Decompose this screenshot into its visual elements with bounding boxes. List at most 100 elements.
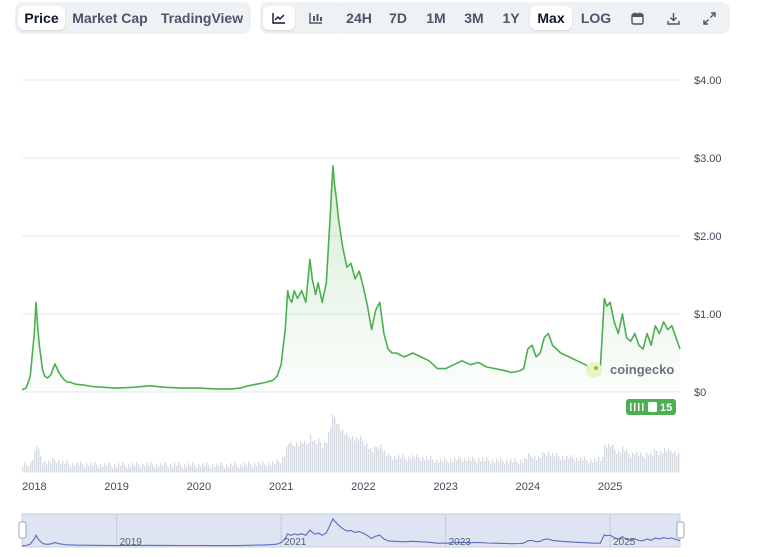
volume-bar [534, 455, 536, 472]
volume-bar [78, 465, 80, 472]
volume-bar [128, 463, 130, 472]
navigator-left-handle[interactable] [18, 521, 27, 539]
volume-bar [306, 444, 308, 472]
volume-bar [434, 462, 436, 472]
volume-bar [428, 459, 430, 472]
volume-bar [296, 442, 298, 472]
volume-bar [168, 467, 170, 472]
volume-bar [166, 464, 168, 472]
volume-bar [596, 461, 598, 472]
y-tick-label: $2.00 [694, 231, 722, 243]
volume-bar [430, 455, 432, 472]
volume-bar [518, 464, 520, 472]
volume-bar [300, 441, 302, 472]
volume-bar [142, 463, 144, 472]
volume-bar [398, 455, 400, 472]
volume-bar [602, 456, 604, 472]
line-chart-button[interactable] [263, 6, 295, 30]
volume-bar [318, 437, 320, 472]
volume-bar [208, 465, 210, 472]
volume-bar [496, 458, 498, 472]
volume-bar [388, 453, 390, 472]
download-button[interactable] [657, 6, 689, 30]
volume-bar [402, 454, 404, 472]
volume-bar [564, 459, 566, 472]
volume-bar [340, 430, 342, 472]
volume-bar [656, 450, 658, 472]
volume-bar [536, 459, 538, 472]
fullscreen-button[interactable] [693, 6, 725, 30]
x-tick-label: 2020 [187, 481, 211, 493]
chart-type-toggle [260, 2, 344, 34]
volume-bar [238, 468, 240, 472]
volume-bar [328, 432, 330, 472]
volume-bar [374, 445, 376, 472]
volume-bar [410, 459, 412, 472]
calendar-button[interactable] [621, 6, 653, 30]
volume-bar [138, 464, 140, 472]
volume-bar [110, 465, 112, 472]
volume-bar [512, 462, 514, 472]
x-tick-label: 2024 [516, 481, 540, 493]
volume-bar [36, 446, 38, 472]
volume-bar [528, 453, 530, 472]
volume-bar [480, 461, 482, 472]
volume-bar [442, 461, 444, 472]
volume-bar [234, 462, 236, 472]
volume-bar [436, 459, 438, 472]
volume-bar [180, 465, 182, 472]
range-24h-button[interactable]: 24H [346, 10, 372, 26]
volume-bar [362, 440, 364, 472]
volume-bar [552, 452, 554, 472]
volume-bar [600, 460, 602, 472]
volume-bar [358, 439, 360, 472]
range-3m-button[interactable]: 3M [464, 10, 484, 26]
navigator-tick-label: 2025 [613, 537, 636, 548]
volume-bar [156, 463, 158, 472]
volume-bar [628, 453, 630, 472]
volume-bar [320, 442, 322, 472]
volume-bar [620, 452, 622, 472]
range-1y-button[interactable]: 1Y [502, 10, 520, 26]
y-axis: $4.00 $3.00 $2.00 $1.00 $0 [694, 75, 722, 399]
range-navigator[interactable]: 2019 2021 2023 2025 [18, 513, 685, 548]
volume-bar [444, 457, 446, 472]
volume-bar [568, 458, 570, 472]
candlestick-chart-button[interactable] [300, 6, 332, 30]
volume-bar [578, 460, 580, 472]
volume-bar [644, 458, 646, 472]
navigator-tick-label: 2021 [284, 537, 307, 548]
tab-price[interactable]: Price [18, 6, 65, 30]
volume-bar [478, 458, 480, 472]
x-tick-label: 2022 [351, 481, 375, 493]
volume-bar [390, 456, 392, 472]
tab-market-cap[interactable]: Market Cap [72, 10, 148, 26]
volume-bar [560, 459, 562, 472]
volume-bar [604, 444, 606, 472]
volume-bar [134, 465, 136, 472]
volume-bar [224, 468, 226, 472]
range-max-button[interactable]: Max [530, 6, 572, 30]
volume-bar [384, 450, 386, 472]
range-1m-button[interactable]: 1M [426, 10, 446, 26]
volume-bar [190, 466, 192, 472]
volume-bar [484, 460, 486, 472]
range-7d-button[interactable]: 7D [389, 10, 407, 26]
tradingview-badge[interactable]: 15 [626, 399, 676, 415]
volume-bar [544, 453, 546, 472]
volume-bar [592, 462, 594, 472]
volume-bar [52, 458, 54, 472]
volume-bar [116, 467, 118, 472]
volume-bar [360, 435, 362, 472]
volume-bar [654, 449, 656, 472]
volume-bar [34, 451, 36, 472]
navigator-right-handle[interactable] [676, 521, 685, 539]
log-scale-button[interactable]: LOG [580, 10, 612, 26]
volume-bar [298, 446, 300, 472]
tab-tradingview[interactable]: TradingView [160, 10, 244, 26]
volume-bar [162, 465, 164, 472]
volume-bar [284, 455, 286, 472]
volume-bar [282, 456, 284, 472]
time-range-selector: 24H 7D 1M 3M 1Y Max LOG [335, 2, 730, 34]
